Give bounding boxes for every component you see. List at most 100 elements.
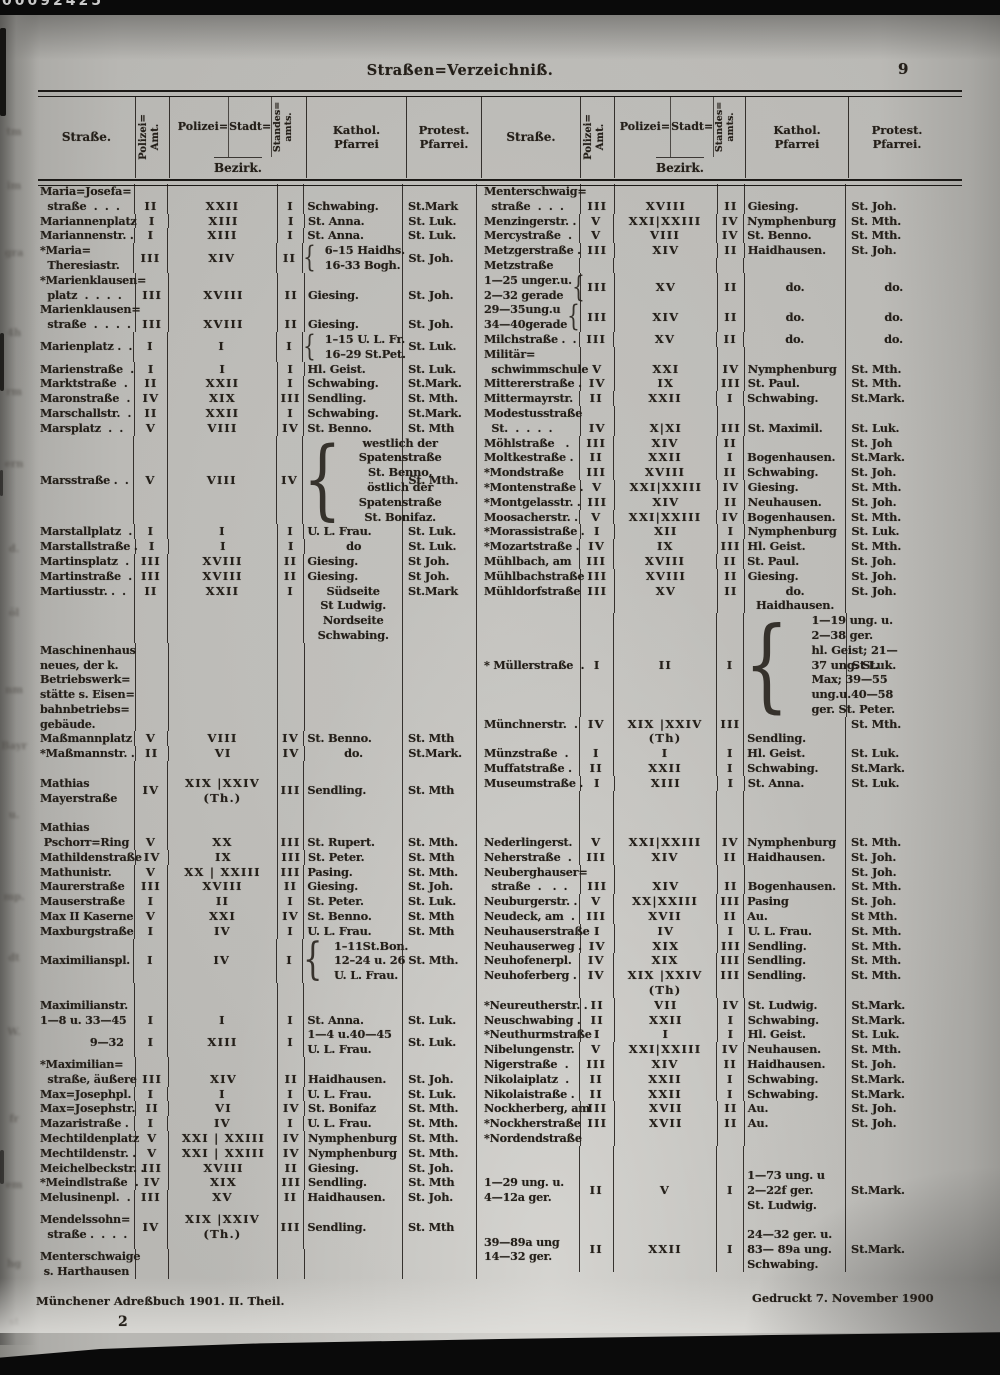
standesamt-cell: II (717, 553, 745, 569)
protest-pfarrei-cell (403, 812, 477, 821)
polizei-amt-cell: I (134, 938, 168, 984)
protest-pfarrei-cell: St. Luk. (403, 1086, 477, 1102)
protest-pfarrei-cell: St. Joh. (403, 1160, 477, 1176)
bezirk-cell: IV (615, 923, 719, 939)
bezirk-cell: XIII (169, 213, 279, 229)
street-cell: Marschallstr. . (38, 405, 135, 421)
table-row: *Morassistraße . I XII I Nymphenburg St. Luk. (482, 524, 941, 540)
brace-glyph: { (571, 271, 585, 306)
bezirk-cell: VIII (614, 228, 718, 244)
kathol-pfarrei-cell: Schwabing. (304, 376, 403, 392)
polizei-amt-cell: III (581, 583, 615, 614)
bezirk-cell: XXI | XXIII (169, 1145, 279, 1161)
street-cell: Nikolaiplatz . (482, 1071, 580, 1087)
column-header-polizei-amt: Polizei= Amt. (137, 114, 161, 160)
kathol-pfarrei-cell: Hl. Geist. (744, 539, 847, 554)
table-row: Mathias Mayerstraße IV XIX |XXIV (Th.) III Sen… (38, 768, 477, 813)
street-cell: Marsstraße . . (38, 435, 135, 525)
scan-artifact (0, 470, 3, 496)
table-row: Muffatstraße . II XXII I Schwabing. St.Mark. (482, 761, 941, 776)
table-row: Max=Josephpl. I I I U. L. Frau. St. Luk. (38, 1086, 477, 1102)
table-row: *Montgelasstr. . III XIV II Neuhausen. St. Jo… (482, 494, 941, 510)
table-row (482, 1212, 941, 1228)
polizei-amt-cell: I (581, 1027, 615, 1043)
standesamt-cell: III (278, 849, 306, 865)
protest-pfarrei-cell: St. Mth. (851, 835, 901, 850)
standesamt-cell: I (718, 1027, 745, 1043)
standesamt-cell: IV (278, 1145, 306, 1161)
kathol-pfarrei-cell: {westlich der Spatenstraße St. Benno, östli… (303, 428, 442, 531)
kathol-pfarrei-cell: Giesing. (745, 479, 847, 495)
protest-pfarrei-cell: St.Mark. (851, 1071, 905, 1086)
bezirk-cell: VIII (168, 731, 278, 747)
protest-pfarrei-cell: St.Mark. (851, 997, 906, 1012)
polizei-amt-cell: III (136, 1057, 170, 1087)
street-cell: Mühlbachstraße (484, 568, 585, 584)
kathol-pfarrei-cell: Giesing. (305, 1160, 404, 1176)
kathol-pfarrei-cell: U. L. Frau. (745, 923, 847, 939)
standesamt-cell: III (718, 539, 745, 554)
kathol-pfarrei-cell: U. L. Frau. (304, 923, 403, 939)
bezirk-cell: I (168, 524, 278, 540)
kathol-pfarrei-cell: Au. (744, 909, 847, 924)
street-cell: *Nockherstraße (484, 1116, 581, 1131)
kathol-pfarrei-cell: Schwabing. (744, 465, 847, 480)
polizei-amt-cell: I (135, 524, 169, 540)
polizei-amt-cell: III (581, 184, 615, 214)
polizei-amt-cell: IV (136, 1175, 170, 1191)
kathol-pfarrei-cell: St. Paul. (745, 376, 847, 392)
table-row: Melusinenpl. . III XV II Haidhausen. St. Joh. (38, 1190, 477, 1205)
standesamt-cell: III (718, 405, 745, 436)
table-row: Nikolaiplatz . II XXII I Schwabing. St.Mark. (482, 1071, 941, 1087)
street-cell: Nederlingerst. (482, 835, 580, 850)
kathol-pfarrei-cell: do. Haidhausen. (745, 583, 847, 614)
kathol-pfarrei-cell: Sendling. (744, 716, 847, 747)
standesamt-cell: III (278, 1175, 306, 1191)
table-row: Mathunistr. V XX | XXIII III Pasing. St. Mth. (38, 864, 477, 880)
kathol-pfarrei-cell: Au. (745, 1101, 847, 1117)
street-cell: Neuhauserstraße (484, 923, 590, 939)
standesamt-cell: III (717, 894, 745, 910)
standesamt-cell: II (278, 1057, 306, 1087)
protest-pfarrei-cell: St. Joh. (403, 1057, 477, 1087)
polizei-amt-cell: V (135, 864, 169, 880)
polizei-amt-cell: I (136, 539, 170, 554)
protest-pfarrei-cell: St. Mth. (851, 376, 902, 391)
table-row: Nigerstraße . III XIV II Haidhausen. St. Joh. (482, 1057, 941, 1072)
table-row: Mühlbach, am III XVIII II St. Paul. St. Joh. (482, 553, 941, 569)
standesamt-cell: IV (278, 909, 305, 924)
bezirk-cell: XVIII (615, 184, 719, 214)
bezirk-cell (168, 983, 278, 998)
kathol-pfarrei-cell: do (305, 539, 404, 554)
polizei-amt-cell: III (580, 849, 614, 865)
table-row: Max II Kaserne V XXI IV St. Benno. St. Mth (38, 909, 477, 924)
bezirk-cell: XXII (614, 1086, 718, 1102)
polizei-amt-cell: I (135, 228, 169, 244)
standesamt-cell: IV (278, 731, 305, 747)
standesamt-cell: II (278, 302, 306, 332)
polizei-amt-cell: V (580, 894, 614, 910)
standesamt-cell: II (718, 494, 745, 510)
standesamt-cell (717, 1145, 745, 1168)
kathol-pfarrei-cell: Nymphenburg (305, 1130, 404, 1146)
table-row: Marstallplatz . I I I U. L. Frau. St. Luk. (38, 524, 477, 540)
footer-sheet-number: 2 (118, 1314, 128, 1330)
bezirk-cell: XIII (168, 228, 278, 244)
protest-pfarrei-cell: St. Joh. (851, 568, 897, 583)
divider-rule-top (38, 90, 962, 97)
polizei-amt-cell: II (136, 1101, 170, 1117)
street-cell: Münzstraße . (482, 746, 580, 762)
table-row: Maxburgstraße I IV I U. L. Frau. St. Mth (38, 923, 477, 939)
protest-pfarrei-cell: St. Luk. (403, 894, 477, 910)
table-row: 29—35ung.u 34—40gerade{III XIV II do. do. (482, 301, 941, 335)
bezirk-cell: XVIII (614, 465, 718, 480)
protest-pfarrei-cell: St. Mth. (851, 953, 901, 968)
kathol-pfarrei-cell (744, 257, 847, 273)
bezirk-cell: XXI|XXIII (615, 479, 719, 495)
standesamt-cell: I (278, 1116, 305, 1131)
polizei-amt-cell (135, 983, 169, 998)
street-cell: *Mozartstraße . (484, 539, 581, 554)
table-row: Museumstraße . I XIII I St. Anna. St. Luk. (482, 775, 941, 791)
polizei-amt-cell: III (135, 568, 169, 584)
